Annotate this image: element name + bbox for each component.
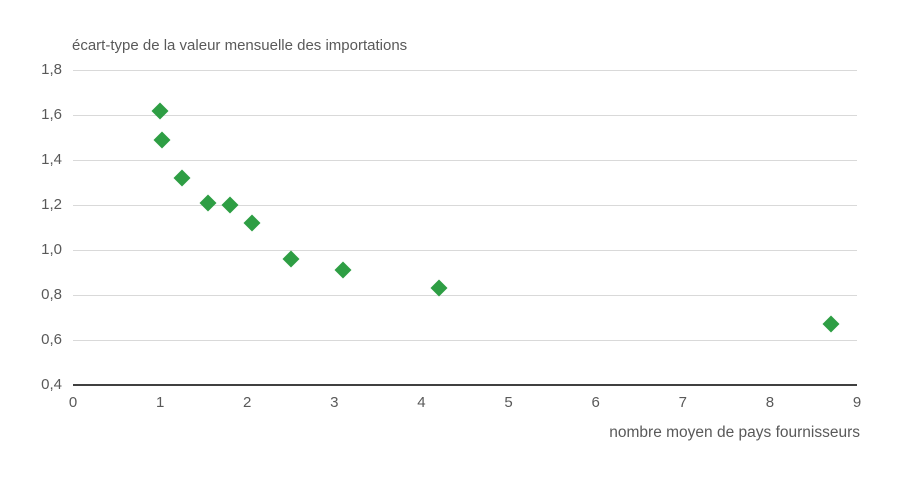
data-point-diamond	[173, 169, 191, 187]
y-tick-label: 1,8	[41, 61, 62, 78]
gridline	[73, 159, 857, 161]
data-point-diamond	[221, 196, 239, 214]
data-point-diamond	[243, 214, 261, 232]
data-point-diamond	[334, 261, 352, 279]
gridline	[73, 294, 857, 296]
x-tick-label: 7	[678, 394, 687, 411]
gridline	[73, 69, 857, 71]
x-tick-label: 4	[417, 394, 426, 411]
gridline	[73, 204, 857, 206]
y-tick-label: 1,2	[41, 196, 62, 213]
data-point-diamond	[822, 315, 840, 333]
chart-title: écart-type de la valeur mensuelle des im…	[72, 37, 408, 54]
y-tick-label: 0,4	[41, 376, 62, 393]
x-tick-label: 9	[852, 394, 862, 411]
x-tick-label: 3	[330, 394, 339, 411]
x-tick-label: 6	[591, 394, 600, 411]
x-tick-label: 2	[243, 394, 252, 411]
gridline	[73, 339, 857, 341]
gridline	[73, 114, 857, 116]
data-point-diamond	[151, 102, 169, 119]
x-tick-label: 1	[155, 394, 165, 411]
y-tick-label: 1,4	[41, 151, 62, 168]
y-tick-label: 1,6	[41, 106, 62, 123]
data-point-diamond	[282, 250, 300, 268]
y-tick-label: 0,6	[41, 331, 62, 348]
x-tick-label: 5	[504, 394, 513, 411]
x-axis-label: nombre moyen de pays fournisseurs	[609, 424, 860, 441]
x-tick-label: 0	[68, 394, 78, 411]
data-point-diamond	[199, 194, 217, 212]
y-tick-label: 1,0	[41, 241, 62, 258]
y-tick-label: 0,8	[41, 286, 62, 303]
gridline	[73, 249, 857, 251]
x-tick-label: 8	[765, 394, 775, 411]
x-axis-line	[73, 384, 857, 386]
data-point-diamond	[153, 131, 171, 149]
